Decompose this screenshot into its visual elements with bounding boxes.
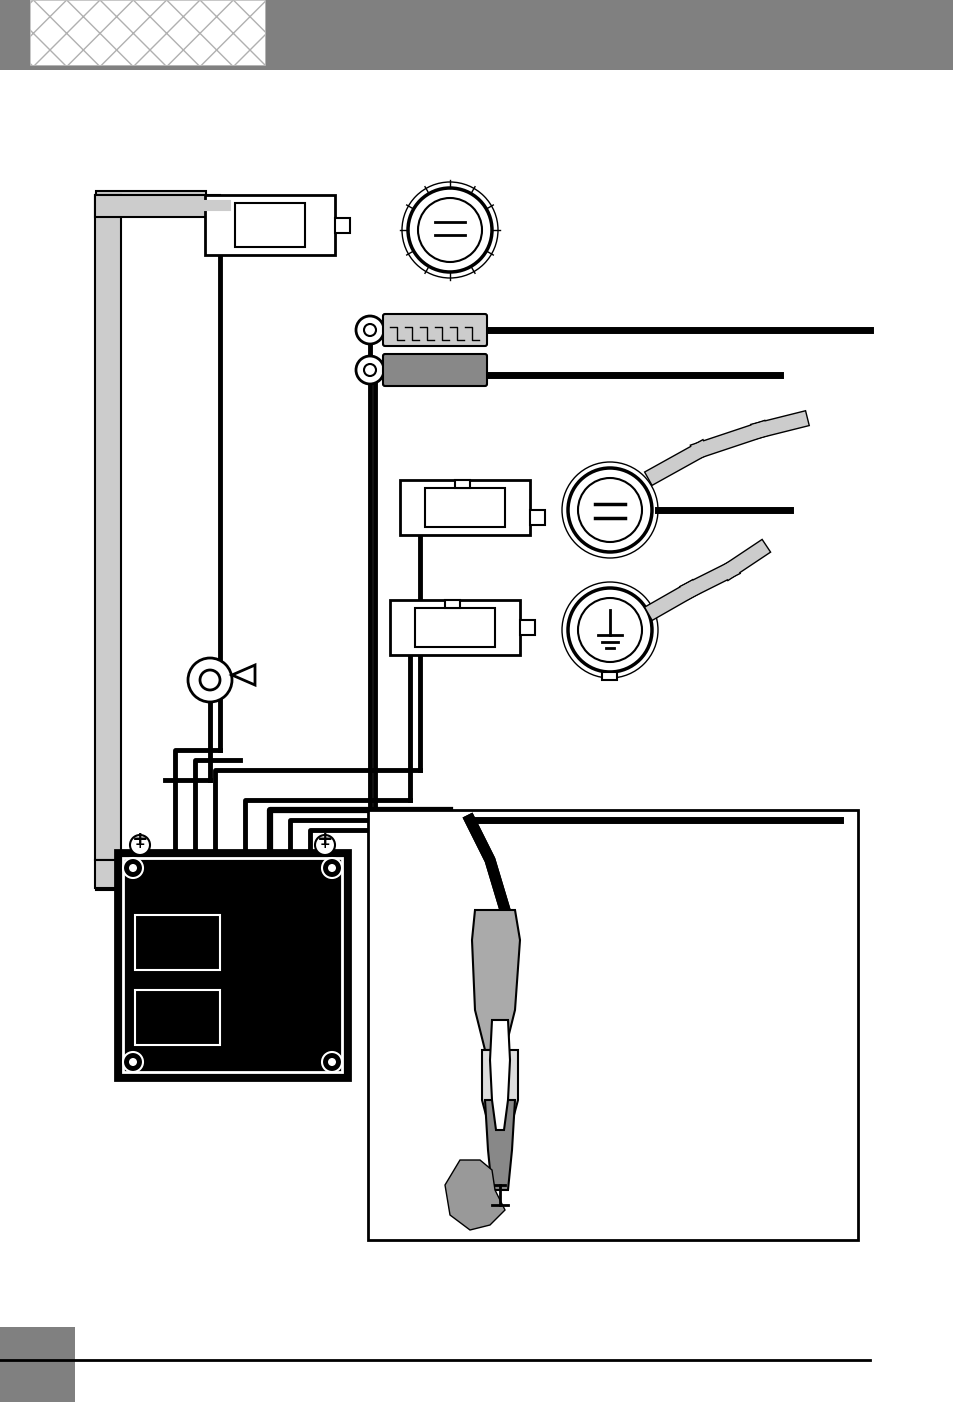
Bar	[30, 0, 265, 64]
Circle shape	[417, 198, 481, 262]
Bar	[135, 916, 220, 970]
Circle shape	[328, 864, 335, 872]
Bar	[95, 859, 121, 887]
Circle shape	[355, 356, 384, 384]
Circle shape	[129, 1059, 137, 1066]
Bar	[390, 600, 519, 655]
Text: +: +	[134, 838, 145, 851]
Circle shape	[123, 858, 143, 878]
Circle shape	[355, 315, 384, 343]
Text: +: +	[132, 830, 148, 850]
Circle shape	[200, 670, 220, 690]
Polygon shape	[472, 910, 519, 1050]
Circle shape	[567, 468, 651, 552]
Bar	[205, 195, 335, 255]
Bar	[115, 850, 350, 1080]
Bar	[95, 195, 220, 217]
Circle shape	[129, 864, 137, 872]
FancyBboxPatch shape	[382, 353, 486, 386]
Bar	[135, 990, 220, 1044]
Bar	[0, 1328, 75, 1402]
Circle shape	[314, 836, 335, 855]
Circle shape	[567, 587, 651, 672]
Bar	[30, 0, 265, 64]
Bar	[96, 859, 120, 890]
Bar	[519, 620, 535, 635]
Bar	[399, 479, 530, 536]
Circle shape	[578, 599, 641, 662]
Polygon shape	[484, 1101, 515, 1190]
Polygon shape	[481, 1050, 517, 1130]
Bar	[234, 203, 305, 247]
Bar	[96, 195, 120, 859]
Bar	[0, 0, 953, 70]
Circle shape	[408, 188, 492, 272]
Polygon shape	[490, 1021, 510, 1130]
Bar	[601, 672, 617, 680]
Circle shape	[364, 365, 375, 376]
Bar	[530, 510, 544, 524]
Circle shape	[328, 1059, 335, 1066]
Bar	[96, 191, 206, 215]
Circle shape	[322, 1052, 341, 1073]
Bar	[123, 858, 341, 1073]
Circle shape	[130, 836, 150, 855]
Bar	[368, 810, 857, 1239]
Circle shape	[364, 324, 375, 336]
Circle shape	[188, 658, 232, 702]
Bar	[444, 600, 459, 608]
Bar	[415, 608, 495, 646]
Text: +: +	[319, 838, 330, 851]
Circle shape	[123, 1052, 143, 1073]
Bar	[424, 488, 504, 527]
Polygon shape	[232, 665, 254, 686]
Circle shape	[578, 478, 641, 543]
Circle shape	[322, 858, 341, 878]
Bar	[455, 479, 470, 488]
Polygon shape	[444, 1159, 504, 1230]
Bar	[95, 195, 121, 859]
Text: +: +	[316, 830, 333, 850]
FancyBboxPatch shape	[382, 314, 486, 346]
Bar	[335, 217, 350, 233]
